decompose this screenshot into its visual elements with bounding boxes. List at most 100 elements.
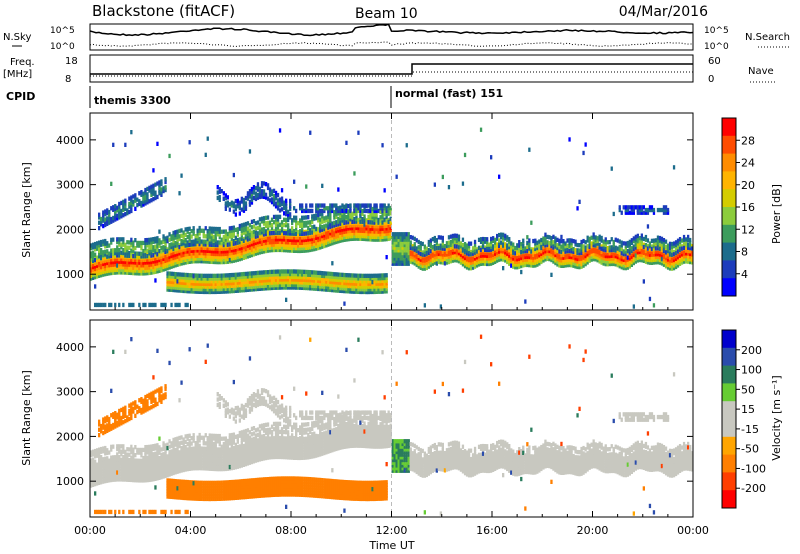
power-cell — [451, 245, 455, 250]
power-cell — [600, 238, 603, 243]
power-cell — [174, 285, 177, 290]
power-cell — [654, 254, 658, 260]
power-cell — [311, 234, 314, 239]
power-cell — [405, 250, 408, 256]
power-cell — [264, 283, 268, 288]
power-cell — [297, 246, 300, 251]
power-cell — [518, 243, 521, 248]
power-cell — [375, 279, 378, 284]
power-cell — [654, 244, 658, 249]
power-cell — [186, 249, 189, 254]
power-cell — [248, 149, 252, 154]
power-cell — [214, 273, 217, 278]
power-cell — [570, 241, 573, 246]
power-cell — [224, 273, 227, 278]
power-cell — [182, 238, 185, 243]
power-cell — [691, 244, 694, 249]
power-cell — [242, 200, 246, 205]
power-cell — [252, 246, 256, 252]
power-cell — [309, 270, 312, 275]
power-cell — [546, 251, 549, 256]
power-cell — [276, 282, 280, 288]
power-cell — [564, 249, 567, 254]
power-cell — [258, 239, 262, 244]
power-cell — [234, 280, 237, 285]
power-cell — [343, 232, 346, 237]
power-cell — [341, 224, 344, 229]
power-cell — [309, 220, 312, 225]
power-cell — [228, 242, 231, 247]
power-cell — [335, 285, 338, 290]
power-cell — [162, 267, 165, 272]
power-cell — [315, 273, 318, 278]
power-cell — [152, 237, 155, 242]
power-cell — [687, 248, 690, 253]
power-cell — [453, 247, 457, 252]
power-cell — [427, 259, 430, 264]
power-cell — [210, 289, 213, 295]
power-cell — [678, 261, 682, 266]
power-cell — [176, 274, 179, 280]
power-cell — [449, 234, 453, 239]
power-cell — [439, 252, 442, 257]
power-cell — [666, 243, 670, 248]
power-cell — [367, 208, 370, 214]
power-cell — [124, 259, 127, 264]
power-cell — [506, 259, 509, 265]
power-cell — [156, 263, 159, 269]
power-cell — [242, 238, 246, 243]
power-cell — [274, 237, 278, 242]
power-cell — [510, 255, 513, 260]
power-cell — [435, 249, 438, 254]
power-cell — [377, 284, 380, 289]
power-cell — [556, 243, 559, 248]
power-cell — [395, 248, 398, 253]
power-cell — [626, 207, 629, 213]
power-cell — [666, 260, 670, 265]
power-cell — [574, 250, 577, 256]
power-cell — [534, 260, 537, 265]
power-cell — [546, 254, 549, 259]
power-cell — [158, 238, 161, 243]
power-cell — [339, 280, 342, 285]
power-cell — [222, 278, 225, 284]
noise-tick-low-left: 10^0 — [50, 42, 75, 52]
power-cell — [196, 281, 199, 286]
power-cell — [449, 245, 453, 250]
power-cell — [512, 247, 515, 253]
power-cell — [268, 237, 272, 242]
power-cell — [590, 252, 593, 257]
power-cell — [285, 212, 288, 217]
power-cell — [174, 288, 177, 293]
power-cell — [232, 172, 235, 178]
power-cell — [616, 238, 619, 243]
power-cell — [311, 286, 314, 291]
power-cell — [170, 285, 173, 290]
power-cell — [106, 258, 109, 263]
power-cell — [656, 257, 660, 262]
power-cell — [331, 271, 334, 277]
power-cell — [329, 219, 332, 224]
power-cell — [291, 269, 294, 274]
power-cell — [441, 249, 444, 254]
power-cell — [425, 249, 428, 254]
power-cell — [331, 279, 334, 285]
power-cell — [445, 249, 449, 254]
power-cell — [152, 259, 155, 264]
power-cell — [317, 284, 320, 289]
power-cell — [106, 260, 109, 266]
power-cell — [538, 239, 541, 244]
power-cell — [656, 207, 660, 213]
power-cell — [212, 234, 215, 240]
power-cell — [268, 190, 272, 195]
power-cell — [162, 188, 165, 194]
power-cell — [335, 226, 338, 231]
power-cell — [568, 240, 571, 246]
power-cell — [586, 254, 589, 260]
power-cell — [246, 246, 250, 251]
power-cell — [689, 259, 692, 265]
power-cell — [381, 232, 384, 237]
power-cell — [260, 219, 264, 224]
power-cell — [337, 222, 340, 227]
power-cell — [562, 252, 565, 258]
